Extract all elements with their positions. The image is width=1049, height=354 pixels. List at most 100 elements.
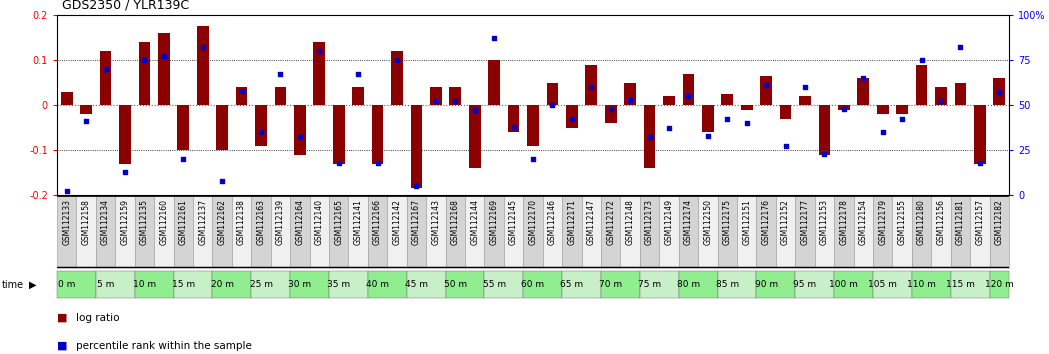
Point bbox=[914, 57, 930, 63]
Bar bbox=[562, 271, 601, 298]
Bar bbox=[368, 271, 407, 298]
Bar bbox=[640, 196, 659, 268]
Point bbox=[777, 144, 794, 149]
Bar bbox=[799, 96, 811, 105]
Text: 105 m: 105 m bbox=[869, 280, 897, 289]
Text: GSM112162: GSM112162 bbox=[217, 199, 227, 245]
Text: GSM112169: GSM112169 bbox=[490, 199, 498, 245]
Bar bbox=[702, 105, 713, 132]
Bar bbox=[741, 105, 752, 109]
Point bbox=[952, 45, 969, 50]
Bar bbox=[950, 271, 989, 298]
Text: GSM112174: GSM112174 bbox=[684, 199, 693, 245]
Point bbox=[971, 160, 988, 165]
Bar bbox=[756, 271, 795, 298]
Text: GSM112143: GSM112143 bbox=[431, 199, 441, 245]
Bar bbox=[291, 271, 329, 298]
Bar bbox=[216, 105, 228, 150]
Text: GSM112149: GSM112149 bbox=[664, 199, 673, 245]
Bar bbox=[523, 271, 562, 298]
Text: GDS2350 / YLR139C: GDS2350 / YLR139C bbox=[62, 0, 190, 11]
Text: GSM112145: GSM112145 bbox=[509, 199, 518, 245]
Bar bbox=[329, 196, 348, 268]
Bar bbox=[77, 196, 95, 268]
Bar bbox=[873, 196, 893, 268]
Bar bbox=[197, 26, 209, 105]
Bar bbox=[294, 105, 305, 154]
Bar bbox=[950, 196, 970, 268]
Text: GSM112182: GSM112182 bbox=[994, 199, 1004, 245]
Text: GSM112134: GSM112134 bbox=[101, 199, 110, 245]
Text: 50 m: 50 m bbox=[444, 280, 467, 289]
Bar bbox=[815, 196, 834, 268]
Text: GSM112137: GSM112137 bbox=[198, 199, 208, 245]
Bar bbox=[138, 42, 150, 105]
Point bbox=[136, 57, 153, 63]
Bar bbox=[834, 271, 873, 298]
Bar bbox=[975, 105, 986, 164]
Point bbox=[796, 84, 813, 90]
Text: GSM112140: GSM112140 bbox=[315, 199, 324, 245]
Bar bbox=[134, 271, 173, 298]
Bar bbox=[893, 196, 912, 268]
Text: GSM112176: GSM112176 bbox=[762, 199, 771, 245]
Bar bbox=[679, 271, 718, 298]
Text: 25 m: 25 m bbox=[250, 280, 273, 289]
Text: time: time bbox=[2, 280, 24, 290]
Bar bbox=[854, 196, 873, 268]
Bar bbox=[95, 271, 134, 298]
Bar bbox=[562, 196, 581, 268]
Bar bbox=[912, 271, 950, 298]
Text: 0 m: 0 m bbox=[58, 280, 76, 289]
Bar bbox=[601, 271, 640, 298]
Bar bbox=[776, 196, 795, 268]
Bar bbox=[504, 196, 523, 268]
Bar bbox=[291, 196, 309, 268]
Text: GSM112160: GSM112160 bbox=[159, 199, 168, 245]
Text: percentile rank within the sample: percentile rank within the sample bbox=[76, 341, 252, 351]
Bar bbox=[508, 105, 519, 132]
Point bbox=[388, 57, 405, 63]
Bar bbox=[779, 105, 791, 119]
Text: GSM112167: GSM112167 bbox=[412, 199, 421, 245]
Text: 65 m: 65 m bbox=[560, 280, 583, 289]
Point bbox=[214, 178, 231, 183]
Point bbox=[253, 129, 270, 135]
Point bbox=[175, 156, 192, 162]
Bar bbox=[663, 96, 675, 105]
Bar bbox=[722, 94, 733, 105]
Text: GSM112180: GSM112180 bbox=[917, 199, 926, 245]
Text: ■: ■ bbox=[57, 313, 67, 323]
Bar bbox=[528, 105, 539, 145]
Point bbox=[155, 53, 172, 59]
Bar bbox=[57, 271, 95, 298]
Bar bbox=[314, 42, 325, 105]
Bar bbox=[255, 105, 266, 145]
Bar bbox=[449, 87, 462, 105]
Bar bbox=[252, 271, 291, 298]
Bar bbox=[838, 105, 850, 109]
Bar bbox=[271, 196, 291, 268]
Text: GSM112154: GSM112154 bbox=[859, 199, 868, 245]
Bar bbox=[896, 105, 908, 114]
Point bbox=[292, 135, 308, 140]
Bar bbox=[193, 196, 213, 268]
Bar bbox=[989, 196, 1009, 268]
Bar bbox=[795, 271, 834, 298]
Text: GSM112170: GSM112170 bbox=[529, 199, 537, 245]
Bar bbox=[912, 196, 932, 268]
Point bbox=[816, 151, 833, 156]
Text: GSM112161: GSM112161 bbox=[178, 199, 188, 245]
Text: GSM112164: GSM112164 bbox=[296, 199, 304, 245]
Text: 30 m: 30 m bbox=[288, 280, 312, 289]
Text: 115 m: 115 m bbox=[946, 280, 975, 289]
Bar bbox=[368, 196, 387, 268]
Bar bbox=[485, 196, 504, 268]
Point bbox=[116, 169, 133, 175]
Point bbox=[563, 116, 580, 122]
Bar bbox=[644, 105, 656, 168]
Bar bbox=[523, 196, 542, 268]
Text: GSM112166: GSM112166 bbox=[373, 199, 382, 245]
Bar bbox=[605, 105, 617, 123]
Bar bbox=[970, 196, 989, 268]
